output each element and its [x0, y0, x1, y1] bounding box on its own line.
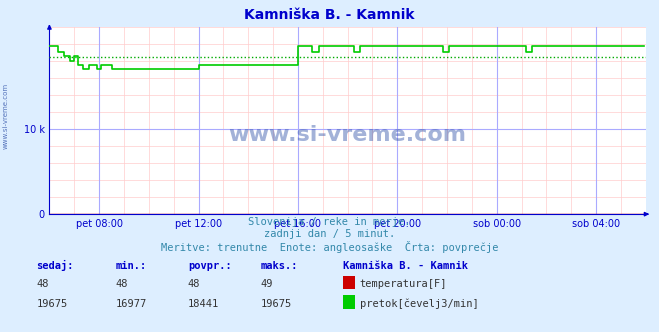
Text: 48: 48	[115, 279, 128, 289]
Text: zadnji dan / 5 minut.: zadnji dan / 5 minut.	[264, 229, 395, 239]
Text: povpr.:: povpr.:	[188, 261, 231, 271]
Text: sedaj:: sedaj:	[36, 260, 74, 271]
Text: Meritve: trenutne  Enote: angleosaške  Črta: povprečje: Meritve: trenutne Enote: angleosaške Črt…	[161, 241, 498, 253]
Text: pretok[čevelj3/min]: pretok[čevelj3/min]	[360, 298, 478, 309]
Text: temperatura[F]: temperatura[F]	[360, 279, 447, 289]
Text: Kamniška B. - Kamnik: Kamniška B. - Kamnik	[343, 261, 468, 271]
Text: 49: 49	[260, 279, 273, 289]
Text: 19675: 19675	[260, 299, 291, 309]
Text: www.si-vreme.com: www.si-vreme.com	[2, 83, 9, 149]
Text: 18441: 18441	[188, 299, 219, 309]
Text: maks.:: maks.:	[260, 261, 298, 271]
Text: www.si-vreme.com: www.si-vreme.com	[229, 125, 467, 145]
Text: 48: 48	[188, 279, 200, 289]
Text: Slovenija / reke in morje.: Slovenija / reke in morje.	[248, 217, 411, 227]
Text: 19675: 19675	[36, 299, 67, 309]
Text: 48: 48	[36, 279, 49, 289]
Text: min.:: min.:	[115, 261, 146, 271]
Text: Kamniška B. - Kamnik: Kamniška B. - Kamnik	[244, 8, 415, 22]
Text: 16977: 16977	[115, 299, 146, 309]
